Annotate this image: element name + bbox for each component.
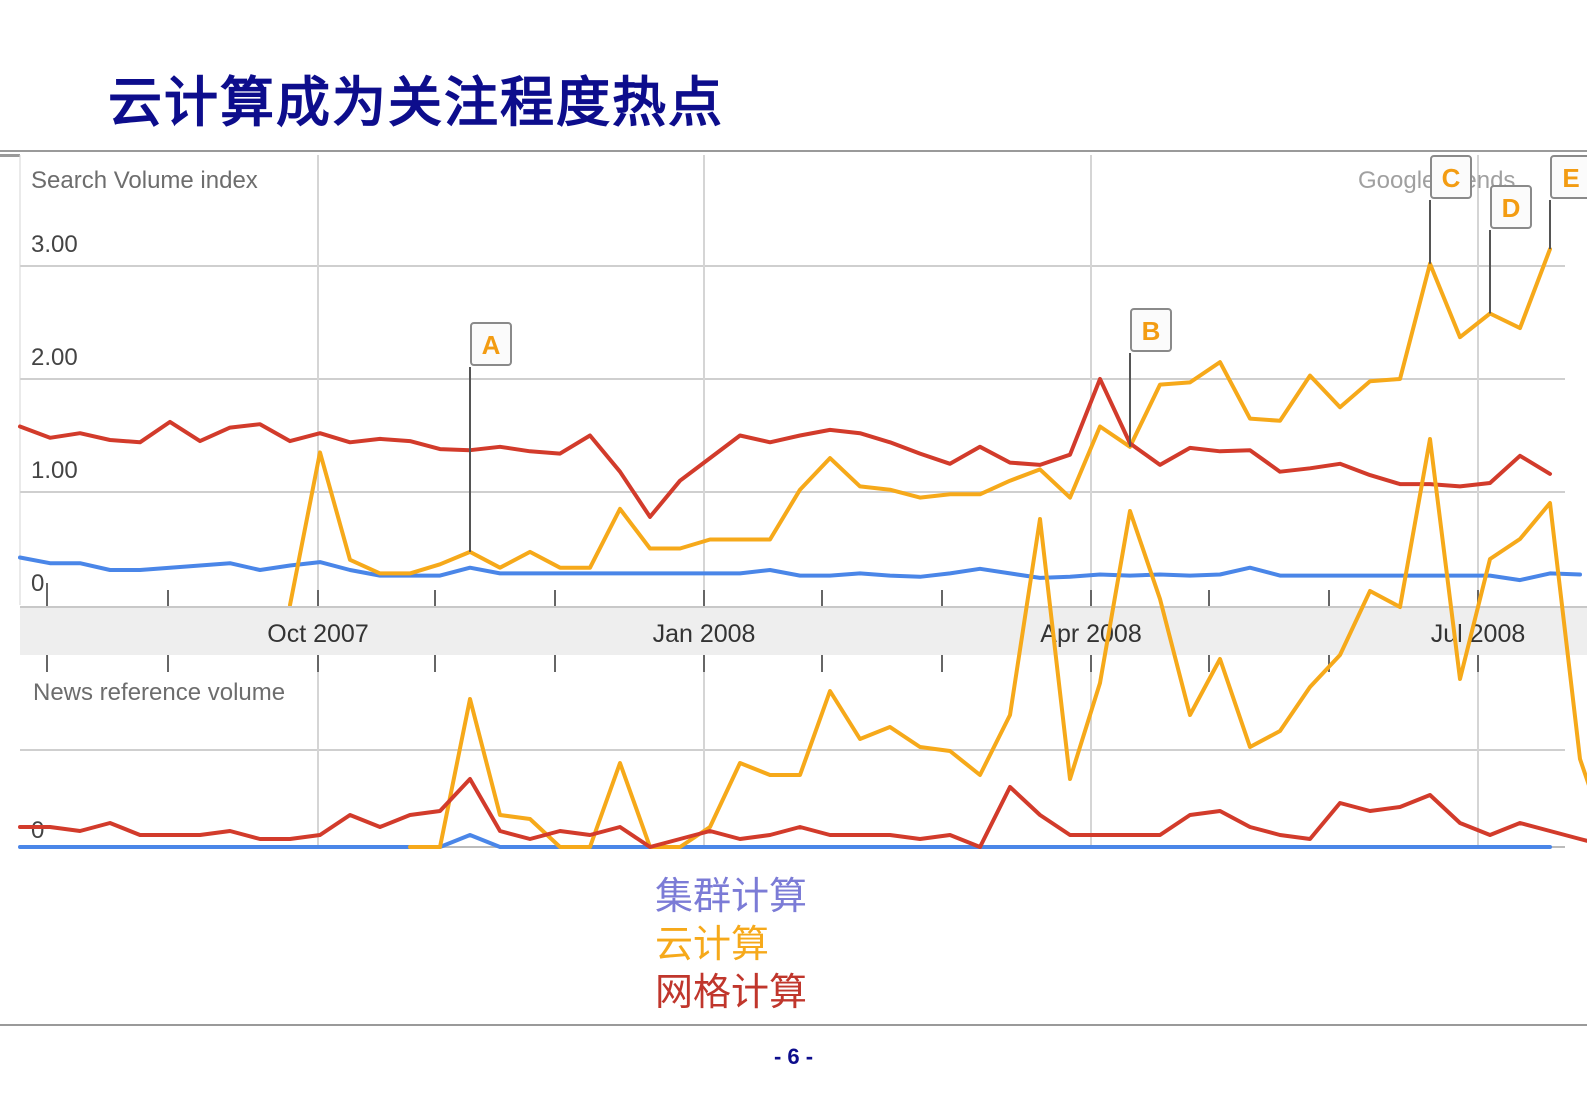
y-tick-label: 1.00 [31,457,78,484]
x-tick-label: Oct 2007 [267,620,368,648]
legend-item-cloud: 云计算 [655,922,770,966]
y-tick-label: 0 [31,570,44,597]
page-number: - 6 - [773,1044,814,1069]
bottom-divider [0,1024,1587,1026]
y-tick-label: 0 [31,817,44,844]
legend-item-cluster: 集群计算 [655,874,808,918]
news-cluster-line [18,833,1552,849]
y-tick-label: 2.00 [31,344,78,371]
x-tick-label: Jul 2008 [1431,620,1526,648]
annotation-flag-c [1430,155,1472,199]
annotation-label-b: B [1142,316,1161,346]
x-tick-label: Jan 2008 [653,620,756,648]
y-tick-label: 3.00 [31,231,78,258]
x-axis-band [20,607,1587,655]
annotation-label-d: D [1502,193,1521,223]
annotation-label-e: E [1562,163,1579,193]
annotation-label-a: A [482,330,501,360]
news-cloud-line [408,437,1587,849]
news-volume-title: News reference volume [33,679,285,706]
top-divider [0,150,1587,152]
annotation-flag-e [1550,155,1587,199]
top-divider-accent [0,154,20,157]
legend-item-grid: 网格计算 [655,970,808,1014]
slide-title: 云计算成为关注程度热点 [108,70,724,134]
annotation-flag-d [1490,185,1532,229]
search-cloud-line [288,247,1552,607]
search-volume-title: Search Volume index [31,167,258,194]
x-tick-label: Apr 2008 [1040,620,1141,648]
annotation-flag-a [470,322,512,366]
annotation-flag-b [1130,308,1172,352]
legend: 集群计算 云计算 网格计算 [655,872,807,1016]
search-cluster-line [18,555,1582,583]
search-grid-line [18,377,1552,519]
news-grid-line [18,777,1587,849]
annotation-label-c: C [1442,163,1461,193]
